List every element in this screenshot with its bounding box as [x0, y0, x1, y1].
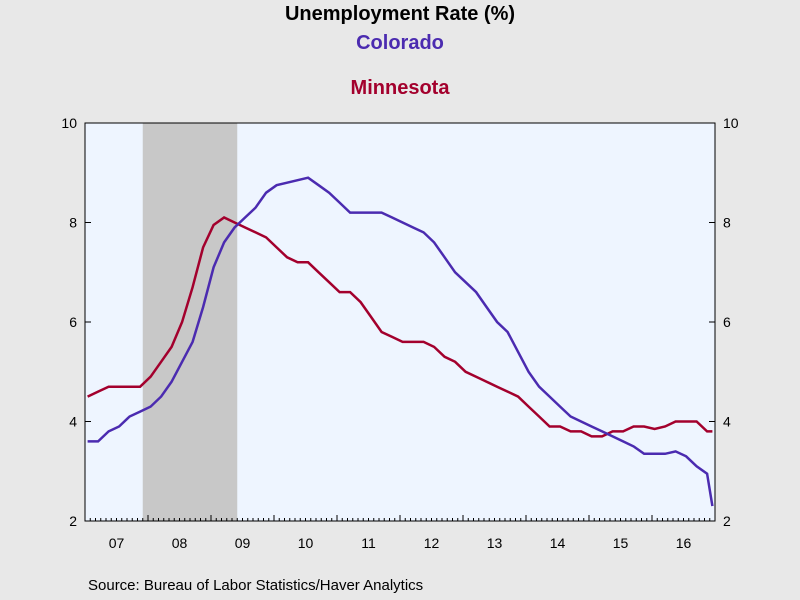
- chart-title: Unemployment Rate (%): [284, 3, 516, 25]
- legend-series-colorado: Colorado: [356, 32, 444, 54]
- x-axis: 07 08 09 10 11 12 13 14 15 16: [84, 515, 716, 551]
- recession-shading: [142, 123, 238, 521]
- y-tick-label-left: 10: [61, 115, 77, 131]
- y-tick-label-right: 10: [723, 115, 739, 131]
- y-tick-label-left: 4: [69, 414, 77, 430]
- y-tick-label-right: 8: [723, 215, 731, 231]
- x-tick-label: 13: [487, 535, 503, 551]
- y-tick-label-right: 6: [723, 314, 731, 330]
- y-tick-label-left: 2: [69, 513, 77, 529]
- y-axis-right: 2 4 6 8 10: [709, 115, 739, 529]
- x-tick-label: 16: [676, 535, 692, 551]
- plot-frame: [84, 122, 716, 522]
- x-tick-label: 12: [424, 535, 440, 551]
- x-tick-label: 10: [298, 535, 314, 551]
- y-tick-label-left: 6: [69, 314, 77, 330]
- series-line-minnesota: [87, 216, 713, 438]
- y-tick-label-left: 8: [69, 215, 77, 231]
- x-tick-label: 09: [235, 535, 251, 551]
- x-tick-label: 11: [361, 535, 376, 551]
- y-tick-label-right: 4: [723, 414, 731, 430]
- x-tick-label: 07: [109, 535, 125, 551]
- x-tick-label: 08: [172, 535, 188, 551]
- y-tick-label-right: 2: [723, 513, 731, 529]
- legend-series-minnesota: Minnesota: [350, 77, 450, 99]
- x-tick-label: 15: [613, 535, 629, 551]
- series-line-colorado: [87, 176, 714, 507]
- source-note: Source: Bureau of Labor Statistics/Haver…: [88, 577, 424, 594]
- x-tick-label: 14: [550, 535, 566, 551]
